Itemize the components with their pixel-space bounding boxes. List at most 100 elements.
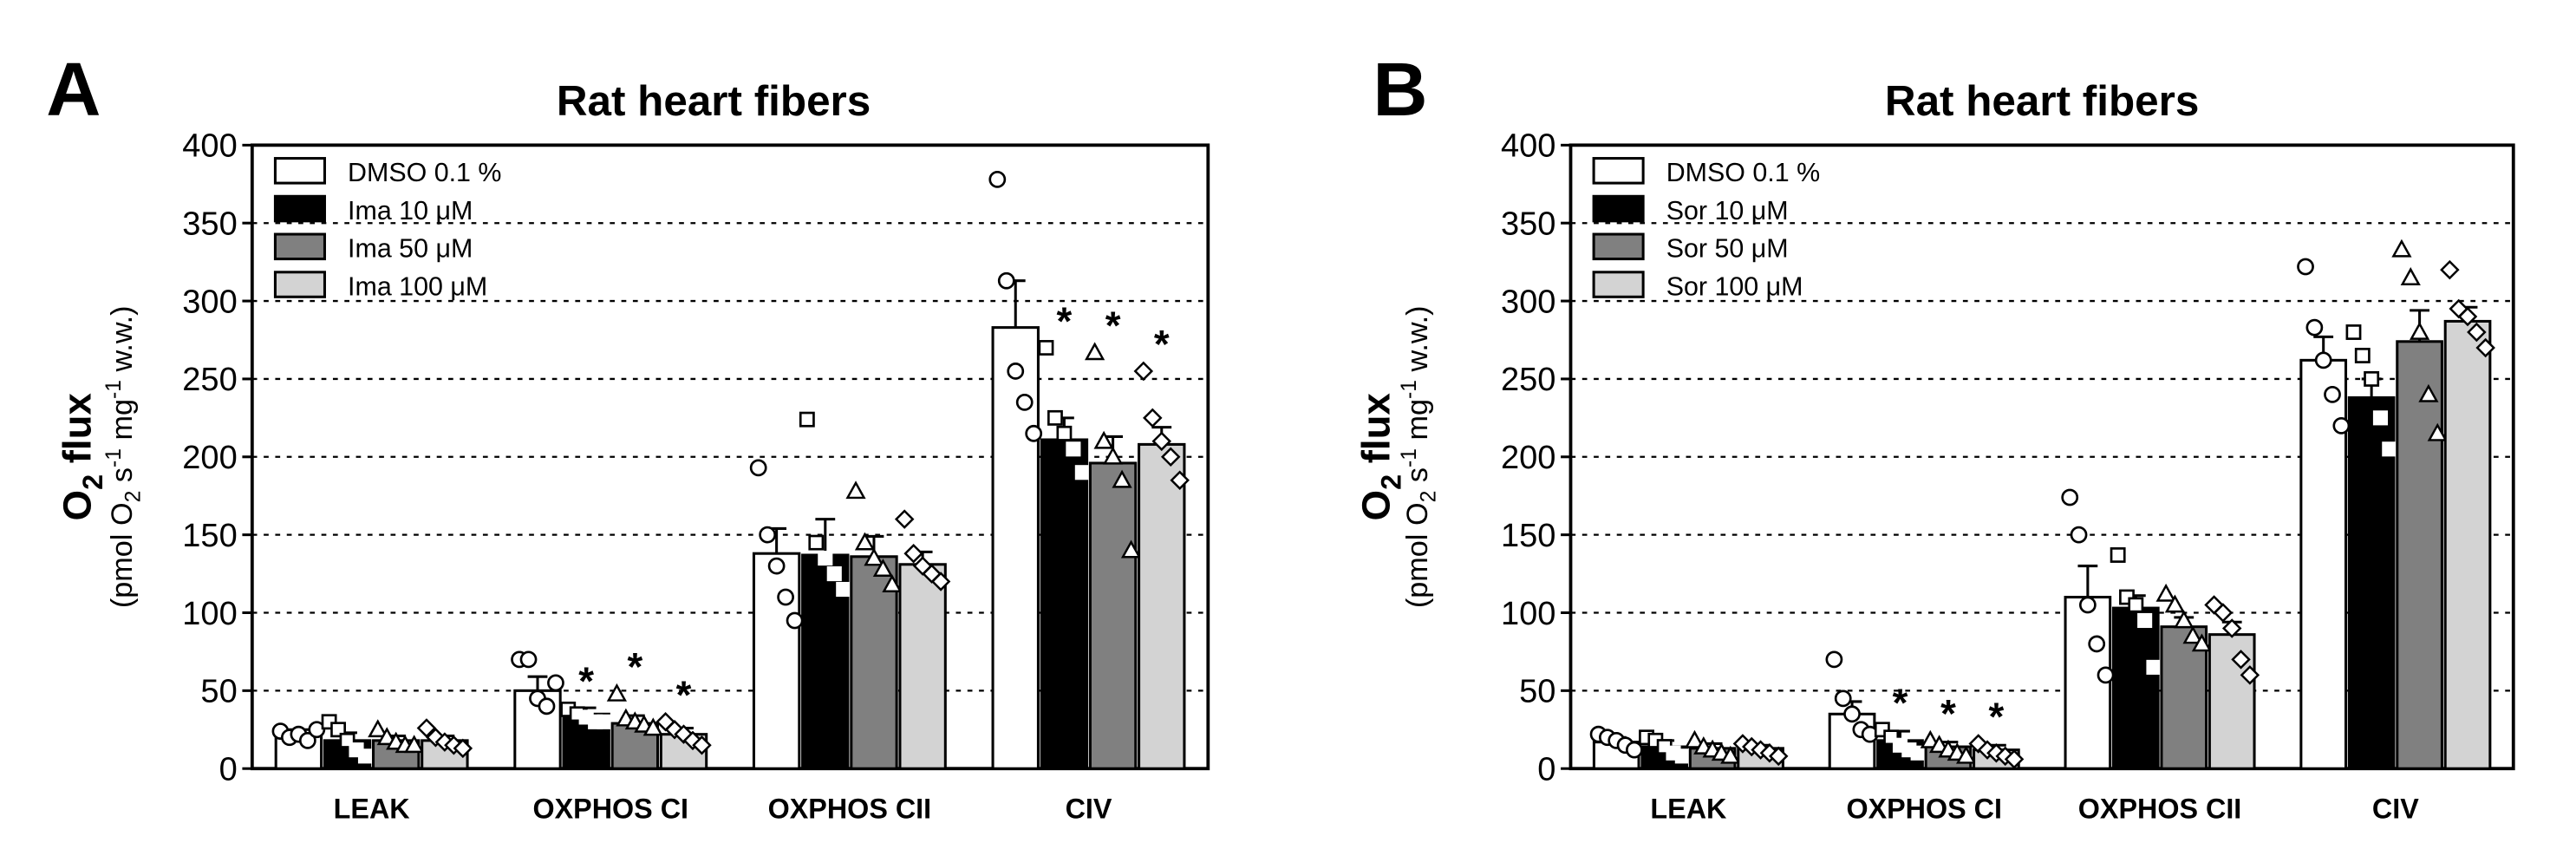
data-point bbox=[1720, 745, 1741, 764]
bar bbox=[1088, 461, 1138, 770]
legend-swatch bbox=[1592, 271, 1645, 298]
data-point bbox=[2088, 635, 2106, 653]
legend-label: Ima 100 μM bbox=[348, 271, 487, 301]
data-point bbox=[1025, 424, 1043, 442]
data-point bbox=[2467, 322, 2487, 343]
data-point bbox=[1170, 470, 1190, 490]
data-point bbox=[1920, 729, 1940, 748]
data-point bbox=[308, 721, 326, 739]
y-tick-label: 300 bbox=[1501, 284, 1555, 320]
data-point bbox=[298, 731, 316, 749]
data-point bbox=[1015, 393, 1034, 411]
data-point bbox=[854, 532, 876, 551]
legend-swatch bbox=[273, 232, 326, 261]
data-point bbox=[767, 557, 786, 575]
data-point bbox=[864, 547, 884, 566]
data-point bbox=[1074, 465, 1090, 480]
data-point bbox=[2305, 318, 2324, 337]
data-point bbox=[903, 543, 923, 564]
data-point bbox=[453, 738, 473, 759]
data-point bbox=[1038, 340, 1054, 356]
data-point bbox=[894, 509, 915, 529]
data-point bbox=[786, 611, 804, 630]
legend-label: Sor 50 μM bbox=[1666, 234, 1789, 264]
legend-swatch bbox=[273, 194, 326, 223]
data-point bbox=[642, 717, 663, 736]
data-point bbox=[538, 697, 556, 716]
bar bbox=[752, 552, 801, 770]
y-tick-label: 50 bbox=[200, 674, 237, 710]
data-point bbox=[749, 459, 767, 477]
legend-swatch bbox=[1592, 232, 1645, 261]
legend-label: DMSO 0.1 % bbox=[348, 158, 501, 187]
significance-star: * bbox=[1893, 681, 1908, 725]
y-tick-label: 300 bbox=[182, 284, 237, 320]
data-point bbox=[2213, 603, 2234, 623]
legend-swatch bbox=[1592, 157, 1645, 185]
data-point bbox=[1093, 430, 1114, 449]
data-point bbox=[376, 727, 397, 746]
legend-swatch bbox=[273, 157, 326, 185]
y-tick-label: 250 bbox=[1501, 362, 1555, 398]
data-point bbox=[2400, 267, 2421, 285]
data-point bbox=[799, 411, 815, 428]
data-point bbox=[2409, 321, 2430, 340]
bar bbox=[991, 326, 1040, 770]
x-category-label: CIV bbox=[1066, 793, 1112, 824]
significance-star: * bbox=[578, 659, 594, 703]
data-point bbox=[1143, 408, 1163, 428]
significance-star: * bbox=[676, 673, 692, 717]
data-point bbox=[1910, 745, 1926, 761]
data-point bbox=[692, 735, 712, 755]
legend-label: Ima 50 μM bbox=[348, 234, 473, 264]
data-point bbox=[1825, 650, 1843, 669]
y-axis-title: O2 flux bbox=[1353, 393, 1406, 521]
data-point bbox=[2427, 422, 2448, 441]
data-point bbox=[2440, 259, 2460, 280]
data-point bbox=[2110, 547, 2126, 563]
data-point bbox=[808, 534, 825, 551]
data-point bbox=[872, 559, 894, 578]
data-point bbox=[1834, 689, 1852, 708]
data-point bbox=[2240, 665, 2260, 685]
data-point bbox=[2418, 383, 2439, 402]
data-point bbox=[597, 714, 612, 729]
y-tick-label: 0 bbox=[1537, 752, 1555, 788]
y-tick-label: 400 bbox=[1501, 128, 1555, 165]
data-point bbox=[357, 748, 374, 764]
y-axis-units: (pmol O2 s-1 mg-1 w.w.) bbox=[1398, 305, 1441, 608]
data-point bbox=[988, 171, 1007, 188]
data-point bbox=[1843, 705, 1861, 723]
y-tick-label: 100 bbox=[182, 596, 237, 632]
legend-label: Sor 100 μM bbox=[1666, 271, 1803, 301]
y-tick-label: 150 bbox=[1501, 518, 1555, 554]
data-point bbox=[1047, 409, 1063, 426]
data-point bbox=[2345, 324, 2362, 340]
panel-scaler: A Rat heart fibers 0 50 100 150 200 250 300 350 40… bbox=[46, 47, 1210, 824]
data-point bbox=[1112, 469, 1132, 488]
data-point bbox=[818, 551, 833, 566]
legend-swatch bbox=[273, 271, 326, 298]
x-category-label: OXPHOS CI bbox=[1846, 793, 2002, 824]
data-point bbox=[1684, 729, 1705, 748]
y-tick-label: 400 bbox=[182, 128, 237, 165]
data-point bbox=[2391, 239, 2412, 258]
data-point bbox=[2078, 596, 2097, 614]
x-category-label: LEAK bbox=[334, 793, 411, 824]
data-point bbox=[368, 719, 388, 738]
data-point bbox=[777, 588, 794, 606]
y-tick-label: 250 bbox=[182, 362, 237, 398]
data-point bbox=[2097, 666, 2115, 684]
significance-star: * bbox=[1154, 323, 1170, 367]
data-point bbox=[2231, 650, 2251, 670]
data-point bbox=[1056, 425, 1073, 441]
data-point bbox=[2475, 337, 2495, 358]
bar bbox=[1138, 442, 1186, 770]
panel-letter: A bbox=[46, 47, 101, 132]
data-point bbox=[2146, 659, 2162, 675]
data-point bbox=[2457, 306, 2478, 327]
x-category-label: CIV bbox=[2372, 793, 2419, 824]
data-point bbox=[1133, 361, 1154, 382]
data-point bbox=[1007, 363, 1025, 380]
